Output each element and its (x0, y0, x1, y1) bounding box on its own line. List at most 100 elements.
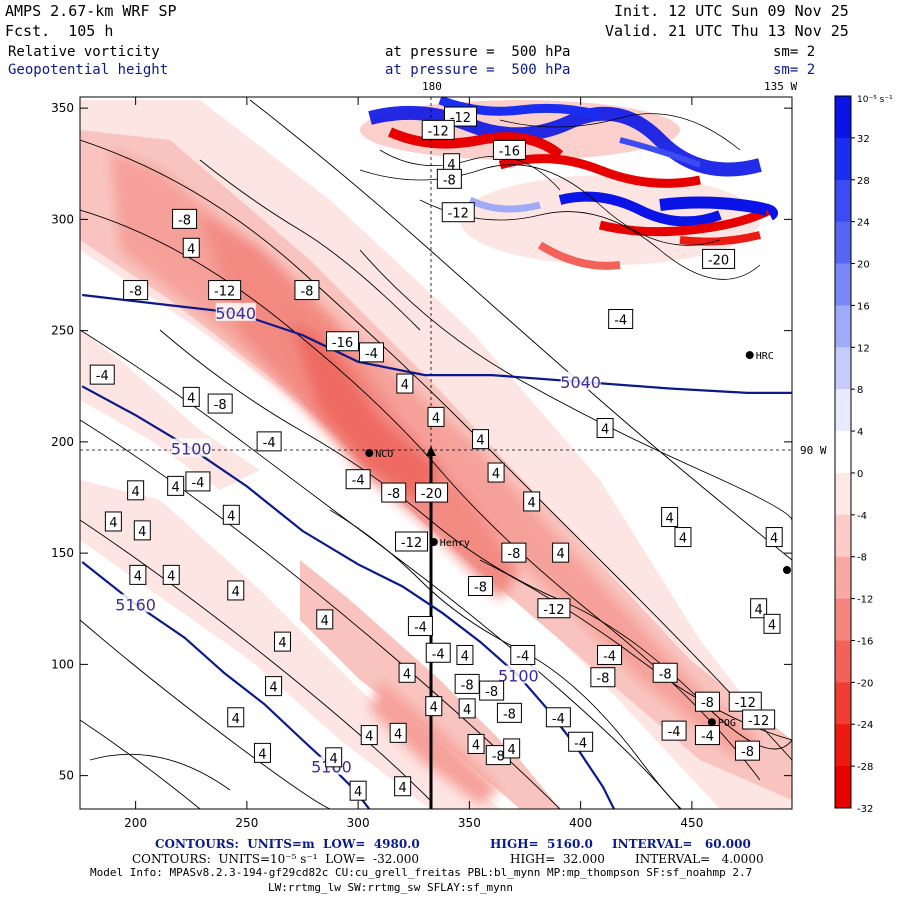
vort-label-box (265, 676, 283, 697)
vort-label: -8 (300, 285, 313, 300)
colorbar-swatch (835, 514, 851, 558)
vort-label-box (172, 208, 198, 229)
vort-label-box (345, 469, 371, 490)
vort-label: -4 (516, 649, 529, 664)
vort-label-box (596, 418, 614, 439)
colorbar-label: 20 (857, 260, 870, 271)
vort-label: 4 (269, 681, 277, 696)
colorbar-label: -16 (857, 636, 873, 647)
station-dot (745, 351, 754, 360)
height-contour-info: CONTOURS: UNITS=m LOW= 4980.0 (155, 837, 420, 851)
vort-label: 4 (232, 712, 240, 727)
x-tick-label: 250 (235, 816, 258, 830)
stations: HRC NCO Henry POG (365, 351, 791, 729)
colorbar-label: 32 (857, 134, 870, 145)
vort-label: 4 (138, 525, 146, 540)
vort-label-box (545, 707, 571, 728)
vort-label-box (127, 480, 145, 501)
colorbar: 32 28 24 20 16 12 8 4 0 -4 -8 -12 -16 -20 -24 -28 -32 10⁻… (834, 95, 893, 815)
vort-label: -4 (574, 736, 587, 751)
vort-label: -12 (428, 124, 449, 139)
vort-label-box (523, 491, 541, 512)
vort-label: -4 (701, 730, 714, 745)
colorbar-swatch (835, 556, 851, 600)
vort-label: -8 (659, 667, 672, 682)
field1-smoothing: sm= 2 (773, 44, 816, 60)
colorbar-swatch (835, 472, 851, 516)
vort-label: 4 (768, 618, 776, 633)
vort-label-box (750, 598, 768, 619)
vort-label-box (795, 577, 811, 596)
colorbar-swatch (835, 682, 851, 725)
vort-label: 4 (463, 703, 471, 718)
vort-label: 4 (432, 411, 440, 426)
station-dot (429, 538, 438, 546)
vort-label: 4 (365, 730, 373, 745)
height-label: 5160 (115, 595, 156, 614)
colorbar-swatch (835, 305, 851, 348)
vort-label: 4 (187, 242, 195, 257)
x-tick-label: 450 (680, 816, 703, 830)
vort-label-box (89, 364, 115, 385)
vort-label-box (273, 631, 291, 652)
colorbar-label: 28 (857, 176, 870, 187)
vorticity-cluster (359, 97, 778, 280)
vort-label-box (765, 527, 783, 548)
colorbar-swatch (835, 221, 851, 265)
vort-label-box (325, 747, 343, 768)
vort-label: -12 (401, 536, 422, 551)
vort-label-box (415, 482, 449, 503)
vort-label-box (256, 431, 282, 452)
lon-135w-label: 135 W (764, 80, 798, 93)
vort-label: 4 (258, 747, 266, 762)
vort-label-box (436, 168, 462, 189)
forecast-hour: Fcst. 105 h (5, 22, 114, 40)
field2-smoothing: sm= 2 (773, 62, 816, 78)
vort-label: 4 (528, 496, 536, 511)
x-tick-label: 400 (569, 816, 592, 830)
vort-label: -8 (485, 685, 498, 700)
height-label-bg (560, 371, 601, 390)
colorbar-label: -20 (857, 678, 873, 689)
vort-label-box (742, 709, 776, 730)
colorbar-label: -12 (857, 595, 873, 606)
vort-label: -8 (178, 213, 191, 228)
vort-label: -8 (461, 678, 474, 693)
vort-label: -8 (214, 398, 227, 413)
colorbar-swatch (835, 598, 851, 641)
vort-label-box (396, 373, 414, 394)
station-label: HRC (756, 351, 774, 362)
vort-label: -20 (421, 487, 442, 502)
vort-label-box (360, 725, 378, 746)
vort-label-box (358, 342, 384, 363)
colorbar-swatch (835, 389, 851, 432)
vort-label-box (661, 507, 679, 528)
station-dot (707, 718, 716, 727)
vort-label: 4 (508, 743, 516, 758)
vort-label: -4 (668, 725, 681, 740)
vort-label: 4 (172, 480, 180, 495)
plot-frame (79, 96, 793, 810)
init-time: Init. 12 UTC Sun 09 Nov 25 (614, 2, 849, 20)
vort-label-box (694, 691, 720, 712)
vort-label-box (222, 504, 240, 525)
vort-label-box (456, 644, 474, 665)
vort-label-box (133, 520, 151, 541)
colorbar-swatch (835, 137, 851, 181)
vort-contour-interval: INTERVAL= 4.0000 (635, 852, 764, 866)
y-tick-label: 300 (51, 212, 74, 226)
colorbar-unit: 10⁻⁵ s⁻¹ (857, 95, 893, 105)
vort-label-box (182, 386, 200, 407)
vort-label-box (472, 429, 489, 450)
vort-label-box (421, 119, 455, 140)
vort-label: -4 (191, 476, 204, 491)
vort-label: -8 (503, 707, 516, 722)
model-info-physics: LW:rrtmg_lw SW:rrtmg_sw SFLAY:sf_mynn (268, 881, 514, 894)
y-tick-label: 200 (51, 435, 74, 449)
vort-label-box (162, 564, 180, 585)
vort-label-box (425, 696, 443, 717)
vort-label-box (503, 738, 521, 759)
colorbar-swatch (835, 347, 851, 390)
vort-label-box (381, 482, 407, 503)
